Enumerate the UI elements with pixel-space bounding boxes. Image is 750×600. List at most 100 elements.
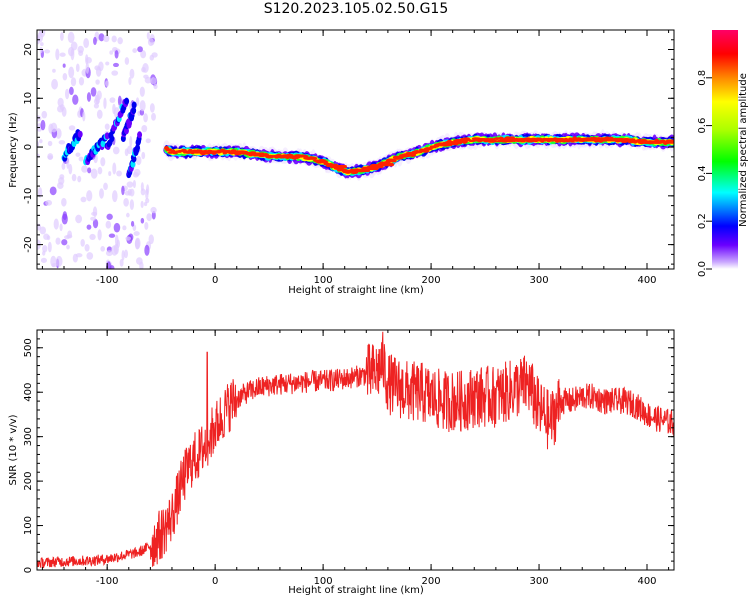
- noise-blob: [86, 92, 92, 102]
- noise-blob: [140, 188, 146, 196]
- spectral-ridge-blob: [135, 144, 141, 152]
- noise-blob: [147, 37, 154, 47]
- spectral-peak-segment: [662, 140, 674, 144]
- noise-blob: [153, 83, 158, 90]
- noise-blob: [97, 166, 103, 175]
- noise-blob: [144, 244, 150, 256]
- spectral-ridge-blob: [131, 101, 137, 109]
- spectral-peak-segment: [260, 153, 270, 157]
- noise-blob: [85, 54, 89, 65]
- snr-y-tick-label: 300: [23, 427, 34, 446]
- spectral-peak-segment: [208, 150, 221, 154]
- noise-blob: [113, 62, 119, 68]
- noise-blob: [92, 206, 98, 218]
- noise-blob: [124, 57, 130, 65]
- noise-blob: [149, 54, 155, 61]
- noise-blob: [130, 220, 135, 227]
- spectrogram-x-tick-label: 100: [314, 275, 333, 286]
- spectral-ridge-blob: [77, 130, 83, 138]
- spectrogram-y-tick-label: 20: [23, 43, 34, 56]
- noise-blob: [75, 214, 83, 224]
- snr-x-tick-label: 300: [529, 576, 548, 587]
- noise-blob: [90, 168, 98, 179]
- noise-blob: [132, 48, 138, 54]
- noise-blob: [50, 122, 58, 133]
- noise-blob: [62, 211, 68, 221]
- noise-blob: [117, 95, 122, 107]
- noise-blob: [98, 33, 105, 42]
- noise-blob: [111, 245, 118, 256]
- noise-blob: [68, 163, 73, 175]
- noise-blob: [50, 255, 57, 268]
- snr-x-axis-label: Height of straight line (km): [288, 585, 424, 596]
- noise-blob: [44, 49, 51, 54]
- chart-title: S120.2023.105.02.50.G15: [263, 1, 449, 17]
- noise-blob: [132, 179, 136, 189]
- snr-x-tick-label: 100: [314, 576, 333, 587]
- spectral-peak-segment: [187, 150, 199, 154]
- noise-blob: [80, 239, 85, 247]
- noise-blob: [103, 34, 110, 43]
- noise-blob: [106, 213, 113, 220]
- noise-blob: [85, 62, 90, 74]
- noise-blob: [105, 61, 110, 66]
- snr-x-tick-label: 400: [637, 576, 656, 587]
- noise-blob: [39, 226, 47, 235]
- spectral-peak-segment: [593, 138, 602, 142]
- snr-series-line: [37, 331, 674, 569]
- snr-y-tick-label: 100: [23, 516, 34, 535]
- noise-blob: [145, 197, 150, 204]
- noise-blob: [45, 199, 53, 206]
- noise-blob: [99, 188, 104, 199]
- noise-blob: [139, 86, 145, 97]
- spectral-peak-segment: [329, 164, 347, 169]
- noise-blob: [117, 37, 123, 45]
- noise-blob: [37, 187, 43, 198]
- noise-blob: [149, 103, 155, 113]
- noise-blob: [55, 255, 63, 267]
- snr-frame: [36, 329, 675, 571]
- noise-blob: [81, 165, 88, 173]
- snr-y-tick-label: 0: [23, 567, 34, 573]
- noise-blob: [105, 220, 112, 229]
- noise-blob: [103, 182, 108, 191]
- spectral-ridge-blob: [127, 119, 133, 127]
- snr-y-tick-label: 400: [23, 383, 34, 402]
- noise-blob: [62, 63, 66, 68]
- noise-blob: [112, 190, 118, 203]
- noise-blob: [100, 157, 106, 167]
- noise-blob: [68, 66, 75, 79]
- noise-blob: [146, 213, 152, 222]
- noise-blob: [150, 206, 157, 214]
- colorbar-tick-label: 0.8: [697, 70, 708, 86]
- spectral-ridge-blob: [137, 131, 143, 139]
- noise-blob: [40, 42, 44, 47]
- spectral-ridge-blob: [493, 137, 501, 141]
- spectral-peak-segment: [554, 138, 565, 142]
- noise-blob: [61, 197, 67, 207]
- noise-blob: [121, 185, 125, 196]
- colorbar-gradient: [712, 30, 738, 269]
- noise-blob: [86, 252, 94, 260]
- spectral-peak-segment: [485, 138, 496, 142]
- noise-blob: [100, 246, 105, 252]
- noise-blob: [141, 66, 146, 73]
- noise-blob: [122, 225, 127, 231]
- spectral-peak-segment: [653, 140, 663, 144]
- noise-blob: [39, 139, 43, 144]
- spectral-peak-segment: [455, 139, 468, 144]
- noise-blob: [75, 152, 81, 157]
- noise-blob: [93, 36, 97, 46]
- noise-blob: [124, 148, 129, 157]
- snr-x-tick-label: 0: [212, 576, 218, 587]
- noise-blob: [71, 173, 77, 182]
- noise-blob: [55, 128, 62, 139]
- noise-blob: [116, 170, 122, 177]
- noise-blob: [123, 249, 129, 259]
- spectral-peak-segment: [623, 138, 636, 142]
- noise-blob: [148, 234, 154, 245]
- noise-blob: [112, 146, 120, 155]
- noise-blob: [59, 223, 63, 232]
